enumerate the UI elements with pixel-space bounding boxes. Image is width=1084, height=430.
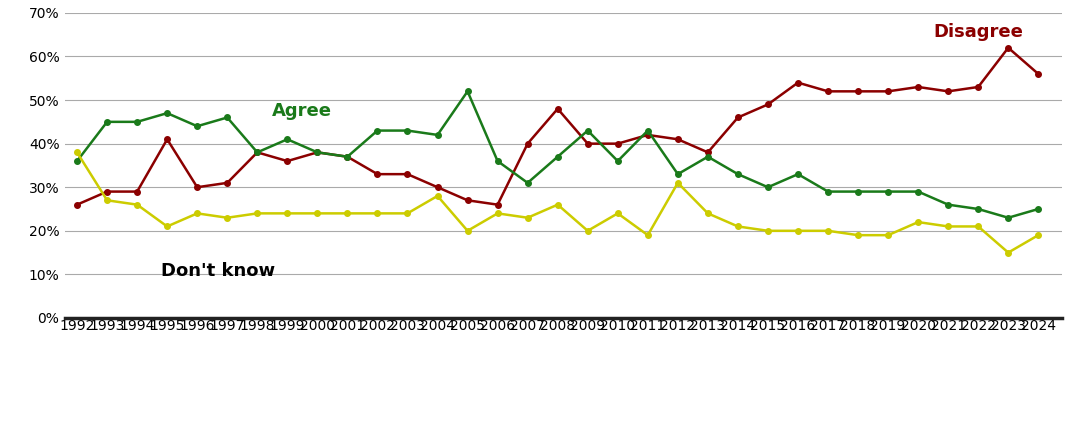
Text: Don't know: Don't know [162, 262, 275, 280]
Text: Agree: Agree [272, 101, 333, 120]
Text: Disagree: Disagree [933, 23, 1023, 41]
